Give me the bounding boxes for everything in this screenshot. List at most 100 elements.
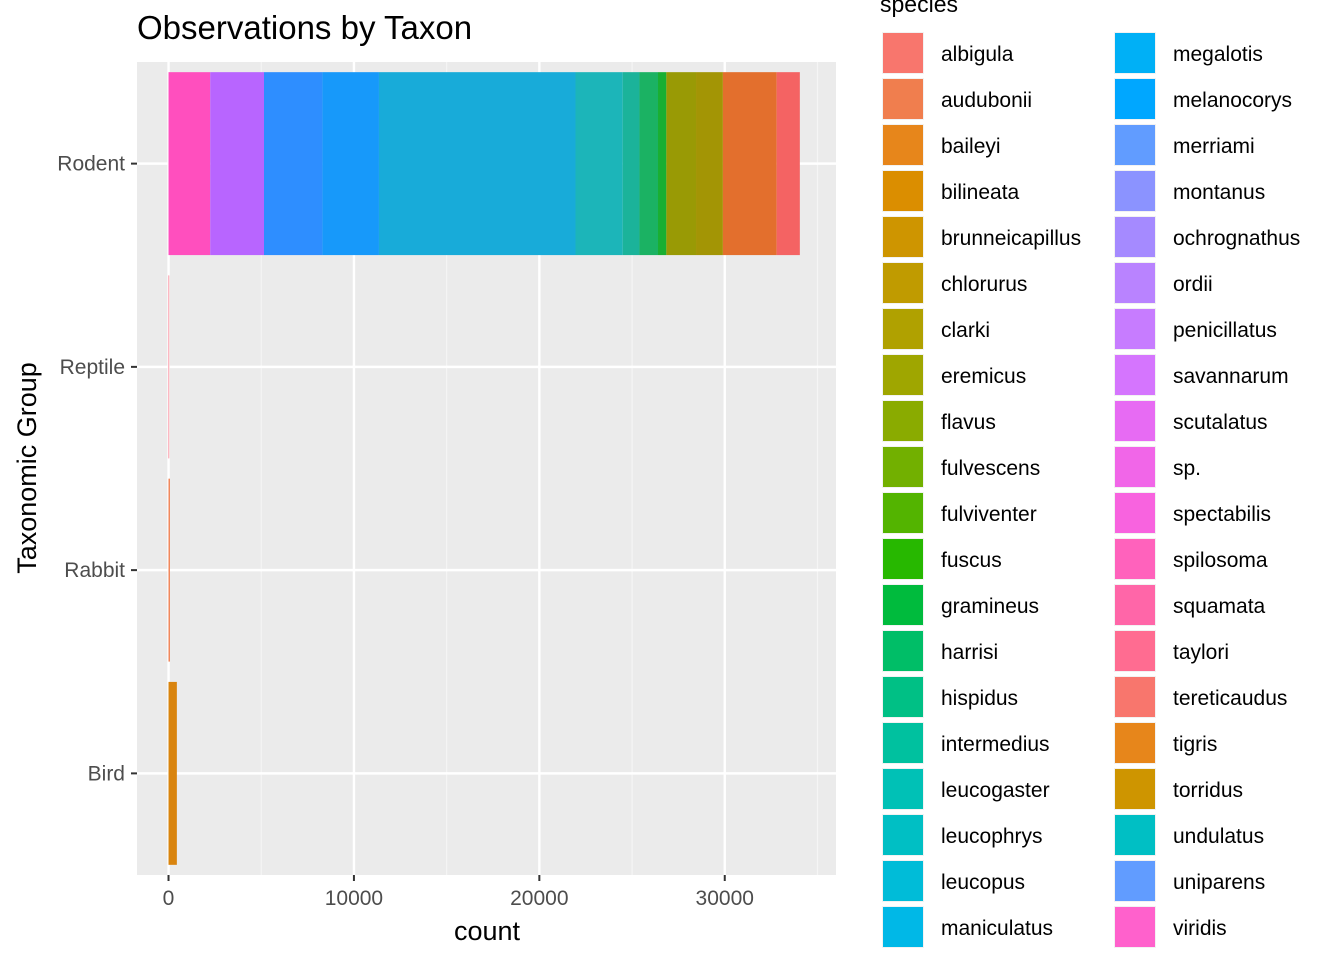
legend-item: chlorurus — [882, 262, 1027, 304]
legend-key — [1115, 585, 1155, 625]
legend-label: penicillatus — [1173, 319, 1277, 342]
legend-label: leucopus — [941, 871, 1025, 894]
legend-item: penicillatus — [1114, 308, 1277, 350]
legend-label: melanocorys — [1173, 89, 1292, 112]
bar-segment-rodent-merriami — [378, 72, 576, 256]
bar-segment-bird-brunneicapillus — [168, 681, 177, 865]
legend-key — [1115, 631, 1155, 671]
legend-item: leucogaster — [882, 768, 1050, 810]
legend-item: megalotis — [1114, 32, 1263, 74]
legend-label: uniparens — [1173, 871, 1265, 894]
legend-item: harrisi — [882, 630, 998, 672]
legend-key — [883, 861, 923, 901]
legend-key — [1115, 539, 1155, 579]
legend-label: scutalatus — [1173, 411, 1268, 434]
legend-key — [1115, 263, 1155, 303]
bar-segment-rodent-flavus — [666, 72, 697, 256]
legend-item: taylori — [1114, 630, 1229, 672]
legend-item: sp. — [1114, 446, 1201, 488]
legend-item: baileyi — [882, 124, 1001, 166]
legend-label: baileyi — [941, 135, 1001, 158]
legend-label: savannarum — [1173, 365, 1289, 388]
legend-item: ordii — [1114, 262, 1213, 304]
legend-key — [1115, 493, 1155, 533]
legend-label: ordii — [1173, 273, 1213, 296]
legend-key — [883, 171, 923, 211]
bar-segment-rodent-spectabilis — [210, 72, 265, 256]
legend-key — [883, 493, 923, 533]
legend-item: ochrognathus — [1114, 216, 1300, 258]
y-tick-label: Reptile — [60, 356, 125, 379]
legend-item: audubonii — [882, 78, 1032, 120]
legend-key — [883, 125, 923, 165]
bar-segment-rodent-penicillatus — [264, 72, 323, 256]
legend-label: leucophrys — [941, 825, 1043, 848]
legend-item: fulvescens — [882, 446, 1040, 488]
legend-label: audubonii — [941, 89, 1032, 112]
legend-title: species — [880, 0, 958, 17]
legend-key — [1115, 907, 1155, 947]
legend-key — [883, 815, 923, 855]
legend-key — [883, 355, 923, 395]
x-tick-label: 10000 — [325, 887, 383, 910]
legend-item: eremicus — [882, 354, 1026, 396]
legend-label: sp. — [1173, 457, 1201, 480]
legend-key — [1115, 33, 1155, 73]
legend-item: leucophrys — [882, 814, 1043, 856]
y-tick-label: Rabbit — [64, 559, 125, 582]
legend-label: merriami — [1173, 135, 1255, 158]
legend-item: intermedius — [882, 722, 1050, 764]
bar-segment-rodent-megalotis — [575, 72, 623, 256]
legend-item: merriami — [1114, 124, 1255, 166]
legend-label: fuscus — [941, 549, 1002, 572]
legend-key — [1115, 217, 1155, 257]
bar-segment-rodent-baileyi — [722, 72, 777, 256]
legend-key — [883, 401, 923, 441]
bar-segment-rodent-maniculatus — [622, 72, 640, 256]
legend-item: tereticaudus — [1114, 676, 1287, 718]
legend-item: bilineata — [882, 170, 1020, 212]
legend-item: albigula — [882, 32, 1014, 74]
legend-item: scutalatus — [1114, 400, 1268, 442]
legend-key — [1115, 447, 1155, 487]
legend-label: spilosoma — [1173, 549, 1268, 572]
legend-label: gramineus — [941, 595, 1039, 618]
bar-segment-rodent-albigula — [776, 72, 800, 256]
legend-item: gramineus — [882, 584, 1039, 626]
legend-label: intermedius — [941, 733, 1050, 756]
legend-item: spectabilis — [1114, 492, 1271, 534]
legend-key — [1115, 723, 1155, 763]
x-axis-title: count — [454, 916, 521, 946]
legend-item: savannarum — [1114, 354, 1289, 396]
y-axis-title: Taxonomic Group — [12, 362, 42, 574]
x-tick-label: 20000 — [510, 887, 568, 910]
legend-key — [883, 907, 923, 947]
legend-key — [883, 79, 923, 119]
legend-label: bilineata — [941, 181, 1020, 204]
legend-item: hispidus — [882, 676, 1018, 718]
legend-label: taylori — [1173, 641, 1229, 664]
legend-label: fulviventer — [941, 503, 1037, 526]
legend-label: leucogaster — [941, 779, 1050, 802]
legend-item: melanocorys — [1114, 78, 1292, 120]
legend-item: uniparens — [1114, 860, 1265, 902]
legend-key — [1115, 401, 1155, 441]
legend-item: fuscus — [882, 538, 1002, 580]
legend-label: hispidus — [941, 687, 1018, 710]
legend-label: chlorurus — [941, 273, 1027, 296]
legend-label: harrisi — [941, 641, 998, 664]
legend-item: brunneicapillus — [882, 216, 1081, 258]
legend-item: undulatus — [1114, 814, 1264, 856]
bar-segment-reptile-viridis — [168, 275, 170, 459]
bar-segment-rodent-ordii — [322, 72, 379, 256]
y-tick-label: Rodent — [57, 153, 125, 176]
legend-item: squamata — [1114, 584, 1266, 626]
legend-key — [1115, 769, 1155, 809]
legend-key — [883, 447, 923, 487]
legend-key — [883, 309, 923, 349]
legend-key — [1115, 309, 1155, 349]
legend-key — [883, 677, 923, 717]
bar-segment-rodent-harrisi — [658, 72, 667, 256]
bar-segment-rodent-leucogaster — [639, 72, 659, 256]
